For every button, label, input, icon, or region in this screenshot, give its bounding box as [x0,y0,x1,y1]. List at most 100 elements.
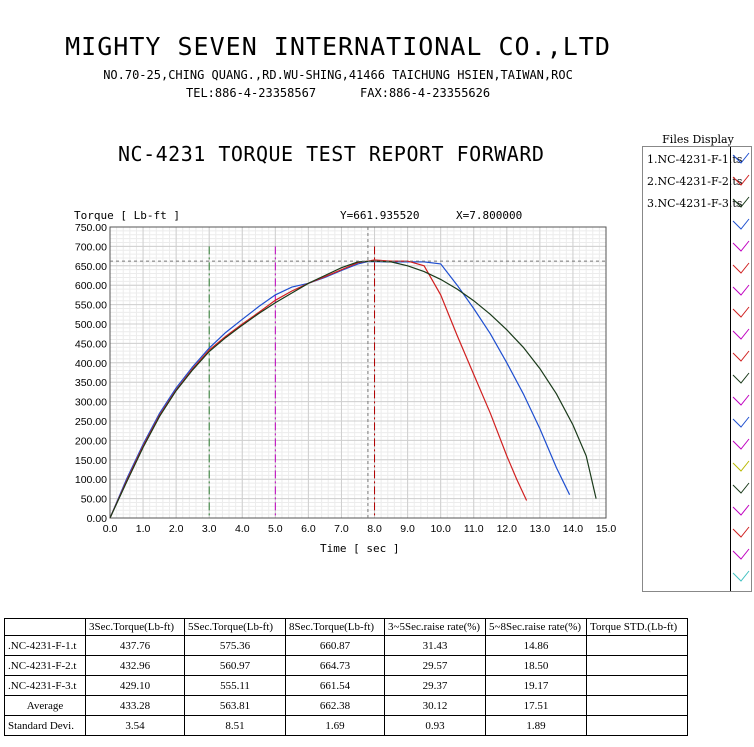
y-tick-label: 200.00 [75,435,107,447]
color-swatch-icon [732,262,750,274]
x-tick-label: 10.0 [430,523,451,535]
table-cell: 555.11 [184,675,286,696]
swatch-svg [732,152,750,582]
x-tick-label: 4.0 [235,523,250,535]
row-label: Average [4,695,86,716]
cursor-y-readout: Y=661.935520 [340,209,419,222]
color-swatch-icon [732,526,750,538]
table-cell: 8.51 [184,715,286,736]
table-row: .NC-4231-F-3.t 429.10 555.11 661.54 29.3… [4,675,688,696]
table-header-cell: 8Sec.Torque(Lb-ft) [285,618,385,636]
series-line [109,260,571,519]
table-cell: 660.87 [285,635,385,656]
table-header-cell: 5Sec.Torque(Lb-ft) [184,618,286,636]
table-cell: 29.37 [384,675,486,696]
table-cell: 0.93 [384,715,486,736]
table-cell: 661.54 [285,675,385,696]
torque-chart[interactable]: 0.00 50.00 100.00 150.00 200.00 250.00 300.00 3… [60,203,620,563]
table-header-row: 3Sec.Torque(Lb-ft) 5Sec.Torque(Lb-ft) 8S… [4,618,688,636]
table-cell: 29.57 [384,655,486,676]
plot-border [109,226,607,519]
table-row: .NC-4231-F-1.t 437.76 575.36 660.87 31.4… [4,635,688,656]
table-cell: 432.96 [85,655,185,676]
x-tick-label: 6.0 [301,523,316,535]
x-tick-label: 5.0 [268,523,283,535]
table-cell: 429.10 [85,675,185,696]
y-tick-label: 500.00 [75,319,107,331]
x-tick-label: 0.0 [103,523,118,535]
x-tick-label: 3.0 [202,523,217,535]
x-tick-label: 11.0 [464,523,484,535]
y-tick-labels: 0.00 50.00 100.00 150.00 200.00 250.00 300.00 3… [75,222,107,525]
company-name: MIGHTY SEVEN INTERNATIONAL CO.,LTD [65,32,611,61]
y-tick-label: 700.00 [75,241,107,253]
color-swatch-icon [732,372,750,384]
x-tick-label: 15.0 [596,523,617,535]
grid-major [109,226,607,519]
color-swatch-icon [732,240,750,252]
row-label: .NC-4231-F-1.t [4,635,86,656]
file-item-1[interactable]: 1.NC-4231-F-1.ts [647,153,743,166]
file-item-3[interactable]: 3.NC-4231-F-3.ts [647,197,743,210]
table-cell: 437.76 [85,635,185,656]
table-cell: 18.50 [485,655,587,676]
color-swatch-icon [732,460,750,472]
table-row: Average 433.28 563.81 662.38 30.12 17.51 [4,695,688,716]
file-item-2[interactable]: 2.NC-4231-F-2.ts [647,175,743,188]
table-cell: 563.81 [184,695,286,716]
contact-line: TEL:886-4-23358567 FAX:886-4-23355626 [186,86,534,100]
table-cell [586,655,688,676]
x-tick-label: 14.0 [563,523,584,535]
color-swatch-icon [732,416,750,428]
table-cell: 17.51 [485,695,587,716]
y-tick-label: 450.00 [75,338,107,350]
color-swatch-icon [732,196,750,208]
table-cell: 560.97 [184,655,286,676]
table-cell: 433.28 [85,695,185,716]
table-cell: 14.86 [485,635,587,656]
grid-minor [109,226,607,519]
color-swatch-icon [732,548,750,560]
color-swatch-strip[interactable] [730,147,751,591]
y-tick-label: 100.00 [75,474,107,486]
y-tick-label: 750.00 [75,222,107,234]
table-cell [586,715,688,736]
y-tick-label: 300.00 [75,397,107,409]
color-swatch-icon [732,570,750,582]
table-header-cell: 5~8Sec.raise rate(%) [485,618,587,636]
cursor-lines [110,227,606,518]
y-tick-label: 550.00 [75,300,107,312]
row-label: Standard Devi. [4,715,86,736]
report-title: NC-4231 TORQUE TEST REPORT FORWARD [118,142,545,166]
cursor-x-readout: X=7.800000 [456,209,522,222]
color-swatch-icon [732,394,750,406]
row-label: .NC-4231-F-2.t [4,655,86,676]
color-swatch-icon [732,328,750,340]
table-header-cell [4,618,86,636]
x-tick-label: 12.0 [497,523,518,535]
files-display-title: Files Display [662,133,734,146]
table-cell [586,635,688,656]
table-row: Standard Devi. 3.54 8.51 1.69 0.93 1.89 [4,715,688,736]
color-swatch-icon [732,306,750,318]
telephone: TEL:886-4-23358567 [186,86,317,100]
row-label: .NC-4231-F-3.t [4,675,86,696]
x-tick-label: 1.0 [136,523,151,535]
table-cell [586,675,688,696]
color-swatch-icon [732,152,750,164]
table-cell: 575.36 [184,635,286,656]
table-cell [586,695,688,716]
files-display-panel[interactable]: 1.NC-4231-F-1.ts 2.NC-4231-F-2.ts 3.NC-4… [642,146,752,592]
color-swatch-icon [732,504,750,516]
table-cell: 30.12 [384,695,486,716]
table-cell: 664.73 [285,655,385,676]
color-swatch-icon [732,284,750,296]
y-tick-label: 0.00 [87,513,108,525]
table-cell: 19.17 [485,675,587,696]
y-tick-label: 600.00 [75,280,107,292]
table-header-cell: 3Sec.Torque(Lb-ft) [85,618,185,636]
table-row: .NC-4231-F-2.t 432.96 560.97 664.73 29.5… [4,655,688,676]
color-swatch-icon [732,350,750,362]
color-swatch-icon [732,438,750,450]
y-tick-label: 400.00 [75,358,107,370]
